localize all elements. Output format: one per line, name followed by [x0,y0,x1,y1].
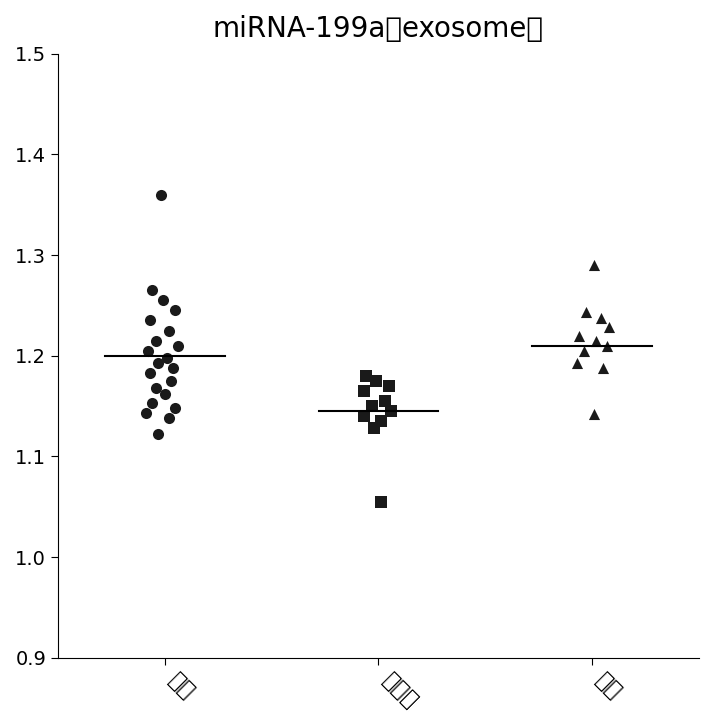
Point [360,370,371,382]
Point [588,409,600,420]
Point [371,375,382,387]
Point [573,330,585,342]
Point [601,340,613,351]
Point [140,407,151,419]
Point [375,415,386,427]
Point [595,313,606,324]
Point [375,496,386,507]
Point [578,345,589,356]
Point [571,357,583,369]
Point [157,294,169,306]
Point [386,405,397,417]
Point [159,388,171,400]
Point [383,380,395,392]
Point [151,334,162,346]
Point [368,422,380,434]
Point [170,402,181,414]
Point [168,362,179,374]
Point [166,375,177,387]
Point [588,260,600,271]
Point [164,325,175,337]
Point [142,345,154,356]
Point [146,284,158,296]
Point [597,362,608,374]
Point [144,315,156,326]
Point [379,395,391,407]
Point [603,321,615,333]
Point [358,410,369,422]
Point [170,305,181,316]
Point [580,307,591,318]
Point [153,428,164,440]
Point [164,412,175,424]
Point [358,385,369,397]
Point [590,334,602,346]
Point [172,340,183,351]
Title: miRNA-199a（exosome）: miRNA-199a（exosome） [213,15,544,43]
Point [146,397,158,409]
Point [155,189,166,201]
Point [161,352,173,364]
Point [151,382,162,394]
Point [366,400,378,411]
Point [153,357,164,369]
Point [144,367,156,379]
